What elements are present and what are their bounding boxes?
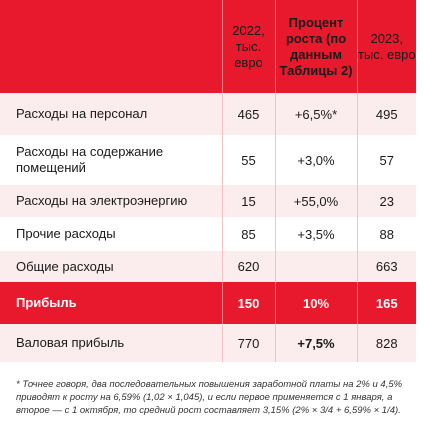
header-2022: 2022, тыс. евро: [221, 0, 275, 93]
financial-table: 2022, тыс. евро Процент роста (по данным…: [0, 0, 416, 362]
value-2022: 150: [221, 282, 275, 324]
table-row: Расходы на персонал 465 +6,5%* 495: [0, 93, 416, 135]
header-label-cell: [0, 0, 222, 93]
value-2022: 15: [221, 185, 275, 217]
table-row: Расходы на содержание помещений 55 +3,0%…: [0, 135, 416, 185]
value-2022: 620: [221, 251, 275, 282]
profit-row: Прибыль 150 10% 165: [0, 282, 416, 324]
value-2023: 495: [356, 93, 416, 135]
value-growth: +55,0%: [274, 185, 357, 217]
table-row: Общие расходы 620 663: [0, 251, 416, 282]
row-label: Расходы на содержание помещений: [0, 135, 222, 185]
table-header-row: 2022, тыс. евро Процент роста (по данным…: [0, 0, 416, 93]
value-2023: 663: [356, 251, 416, 282]
value-growth: +7,5%: [274, 324, 357, 362]
value-2023: 165: [356, 282, 416, 324]
header-2023: 2023, тыс. евро: [356, 0, 416, 93]
value-2023: 57: [356, 135, 416, 185]
value-2023: 88: [356, 217, 416, 251]
value-growth: [274, 251, 357, 282]
value-2022: 465: [221, 93, 275, 135]
row-label: Прочие расходы: [0, 217, 222, 251]
value-growth: 10%: [274, 282, 357, 324]
value-2023: 23: [356, 185, 416, 217]
header-growth: Процент роста (по данным Таблицы 2): [274, 0, 357, 93]
row-label: Расходы на электроэнергию: [0, 185, 222, 217]
table-row: Расходы на электроэнергию 15 +55,0% 23: [0, 185, 416, 217]
footnote: * Точнее говоря, два последовательных по…: [16, 379, 403, 416]
value-growth: +6,5%*: [274, 93, 357, 135]
value-2023: 828: [356, 324, 416, 362]
value-2022: 55: [221, 135, 275, 185]
table-row: Валовая прибыль 770 +7,5% 828: [0, 324, 416, 362]
row-label: Общие расходы: [0, 251, 222, 282]
value-growth: +3,5%: [274, 217, 357, 251]
value-growth: +3,0%: [274, 135, 357, 185]
value-2022: 770: [221, 324, 275, 362]
row-label: Прибыль: [0, 282, 222, 324]
value-2022: 85: [221, 217, 275, 251]
row-label: Валовая прибыль: [0, 324, 222, 362]
row-label: Расходы на персонал: [0, 93, 222, 135]
table-row: Прочие расходы 85 +3,5% 88: [0, 217, 416, 251]
